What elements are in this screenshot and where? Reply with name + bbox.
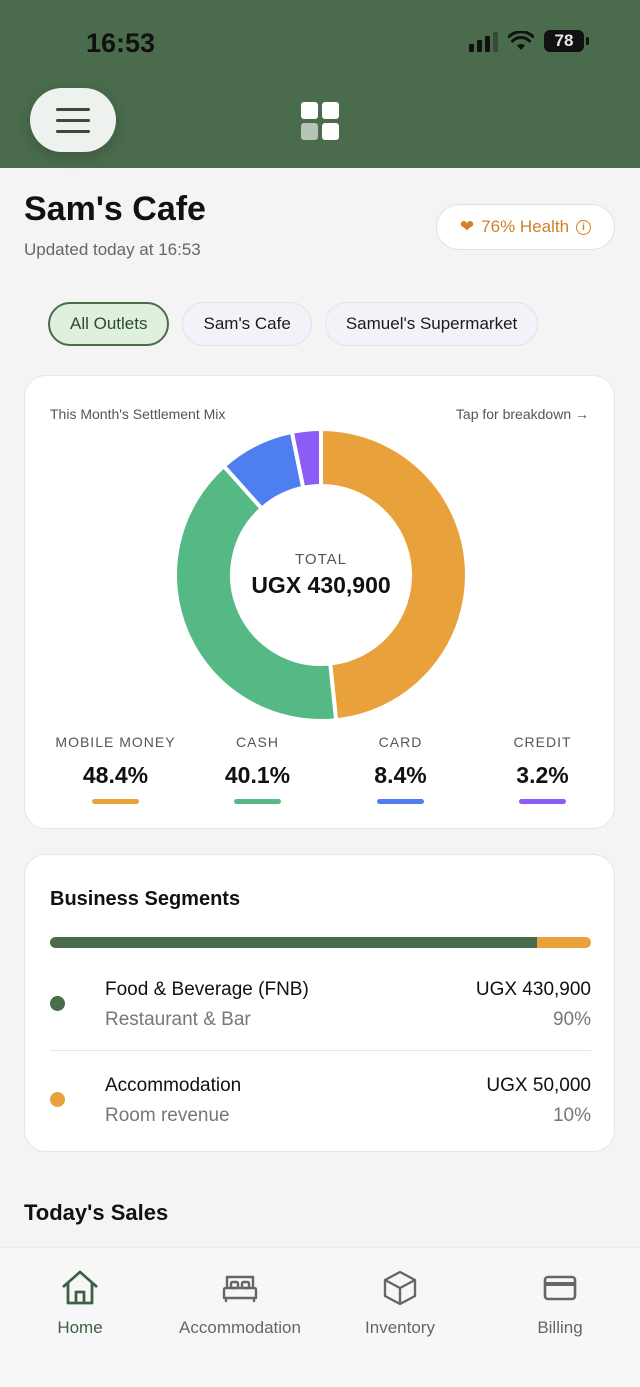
settlement-legend: MOBILE MONEY 48.4% CASH 40.1% CARD 8.4% … bbox=[25, 734, 616, 814]
legend-value: 40.1% bbox=[224, 762, 291, 788]
segment-row-accommodation[interactable]: Accommodation Room revenue UGX 50,000 10… bbox=[50, 1075, 591, 1137]
segment-split-bar bbox=[50, 937, 591, 948]
nav-label: Accommodation bbox=[179, 1318, 301, 1337]
segment-subtitle: Restaurant & Bar bbox=[105, 1009, 251, 1030]
legend-item-mobile-money: MOBILE MONEY 48.4% bbox=[44, 734, 187, 804]
status-icons: 78 bbox=[469, 30, 589, 52]
updated-timestamp: Updated today at 16:53 bbox=[24, 240, 201, 259]
nav-accommodation[interactable]: Accommodation bbox=[160, 1268, 320, 1338]
segment-name: Accommodation bbox=[105, 1075, 242, 1096]
bed-icon bbox=[222, 1275, 258, 1302]
legend-value: 48.4% bbox=[82, 762, 149, 788]
outlet-filter: All Outlets Sam's Cafe Samuel's Supermar… bbox=[48, 302, 539, 346]
segment-amount: UGX 50,000 bbox=[486, 1075, 591, 1096]
legend-swatch bbox=[92, 799, 139, 804]
segment-dot bbox=[50, 1092, 65, 1107]
donut-center: TOTAL UGX 430,900 bbox=[175, 429, 467, 721]
box-icon bbox=[383, 1270, 417, 1306]
total-label: TOTAL bbox=[295, 551, 347, 568]
legend-value: 8.4% bbox=[374, 762, 427, 788]
nav-label: Home bbox=[57, 1318, 103, 1337]
chip-all-outlets[interactable]: All Outlets bbox=[48, 302, 170, 346]
legend-label: MOBILE MONEY bbox=[55, 734, 176, 750]
business-segments-title: Business Segments bbox=[50, 888, 241, 910]
chip-samuels-supermarket[interactable]: Samuel's Supermarket bbox=[324, 302, 539, 346]
chip-sams-cafe[interactable]: Sam's Cafe bbox=[182, 302, 312, 346]
legend-label: CASH bbox=[236, 734, 279, 750]
home-icon bbox=[62, 1270, 98, 1305]
donut-slice-credit[interactable] bbox=[289, 429, 323, 491]
legend-value: 3.2% bbox=[516, 762, 569, 788]
page-title: Sam's Cafe bbox=[24, 190, 206, 228]
segment-amount: UGX 430,900 bbox=[475, 979, 591, 1000]
info-icon: i bbox=[576, 219, 592, 235]
settlement-mix-card[interactable]: This Month's Settlement Mix Tap for brea… bbox=[24, 375, 615, 829]
business-segments-card: Business Segments Food & Beverage (FNB) … bbox=[24, 854, 615, 1152]
legend-swatch bbox=[519, 799, 566, 804]
health-badge[interactable]: ❤ 76% Health i bbox=[436, 204, 615, 250]
segment-bar-fnb bbox=[50, 937, 537, 948]
battery-icon: 78 bbox=[544, 30, 589, 52]
nav-billing[interactable]: Billing bbox=[480, 1268, 640, 1338]
settlement-donut-chart bbox=[175, 429, 467, 721]
legend-item-cash: CASH 40.1% bbox=[186, 734, 329, 804]
wifi-icon bbox=[508, 31, 534, 50]
segment-dot bbox=[50, 996, 65, 1011]
legend-swatch bbox=[377, 799, 424, 804]
menu-button[interactable] bbox=[30, 88, 116, 152]
segment-subtitle: Room revenue bbox=[105, 1105, 230, 1126]
health-label: 76% Health bbox=[481, 217, 570, 236]
legend-label: CARD bbox=[378, 734, 423, 750]
nav-label: Billing bbox=[537, 1318, 583, 1337]
donut-slice-mobile-money[interactable] bbox=[319, 429, 467, 721]
heart-pulse-icon: ❤ bbox=[459, 217, 475, 236]
top-header: 16:53 78 bbox=[0, 0, 640, 168]
hamburger-icon bbox=[56, 107, 90, 133]
breakdown-link[interactable]: Tap for breakdown → bbox=[455, 406, 589, 422]
total-value: UGX 430,900 bbox=[251, 572, 391, 598]
card-icon bbox=[543, 1275, 577, 1301]
battery-level: 78 bbox=[554, 31, 574, 50]
nav-inventory[interactable]: Inventory bbox=[320, 1268, 480, 1338]
segment-percent: 10% bbox=[552, 1105, 591, 1126]
segment-name: Food & Beverage (FNB) bbox=[105, 979, 309, 1000]
settlement-mix-header: This Month's Settlement Mix Tap for brea… bbox=[50, 406, 589, 422]
legend-item-card: CARD 8.4% bbox=[329, 734, 472, 804]
legend-item-credit: CREDIT 3.2% bbox=[471, 734, 614, 804]
legend-label: CREDIT bbox=[513, 734, 572, 750]
segment-bar-accommodation bbox=[536, 937, 591, 948]
status-time: 16:53 bbox=[86, 28, 156, 58]
signal-icon bbox=[469, 30, 498, 52]
nav-home[interactable]: Home bbox=[0, 1268, 160, 1338]
segment-percent: 90% bbox=[552, 1009, 591, 1030]
nav-label: Inventory bbox=[365, 1318, 435, 1337]
legend-swatch bbox=[234, 799, 281, 804]
donut-slice-cash[interactable] bbox=[175, 463, 339, 721]
todays-sales-title: Today's Sales bbox=[24, 1200, 169, 1225]
bottom-nav: Home Accommodation Inventory Billing bbox=[0, 1247, 640, 1387]
app-logo-icon bbox=[301, 102, 339, 140]
divider bbox=[50, 1050, 591, 1051]
segment-row-fnb[interactable]: Food & Beverage (FNB) Restaurant & Bar U… bbox=[50, 979, 591, 1041]
settlement-mix-title: This Month's Settlement Mix bbox=[50, 406, 226, 422]
